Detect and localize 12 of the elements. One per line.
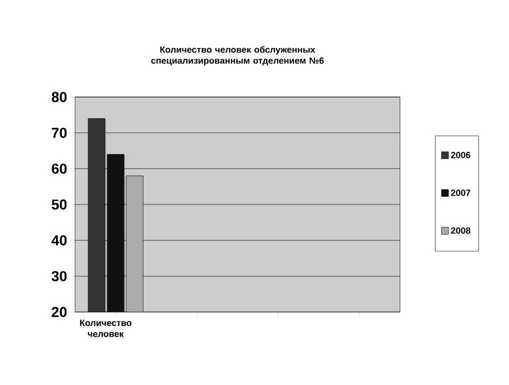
legend-label: 2006 — [451, 152, 470, 158]
y-tick-label: 20 — [52, 306, 67, 318]
y-tick-label: 40 — [51, 235, 67, 246]
y-tick-label: 70 — [52, 128, 67, 138]
chart-title: Количество человек обслуженных специализированным отделением №6 — [151, 46, 324, 66]
x-tick-label: Количество человек — [80, 320, 132, 337]
y-tick-label: 30 — [52, 271, 67, 282]
y-tick-label: 50 — [52, 199, 67, 210]
y-tick-label: 60 — [52, 164, 67, 174]
legend-label: 2007 — [451, 190, 470, 196]
legend-label: 2008 — [451, 227, 470, 234]
y-tick-label: 80 — [52, 92, 67, 102]
